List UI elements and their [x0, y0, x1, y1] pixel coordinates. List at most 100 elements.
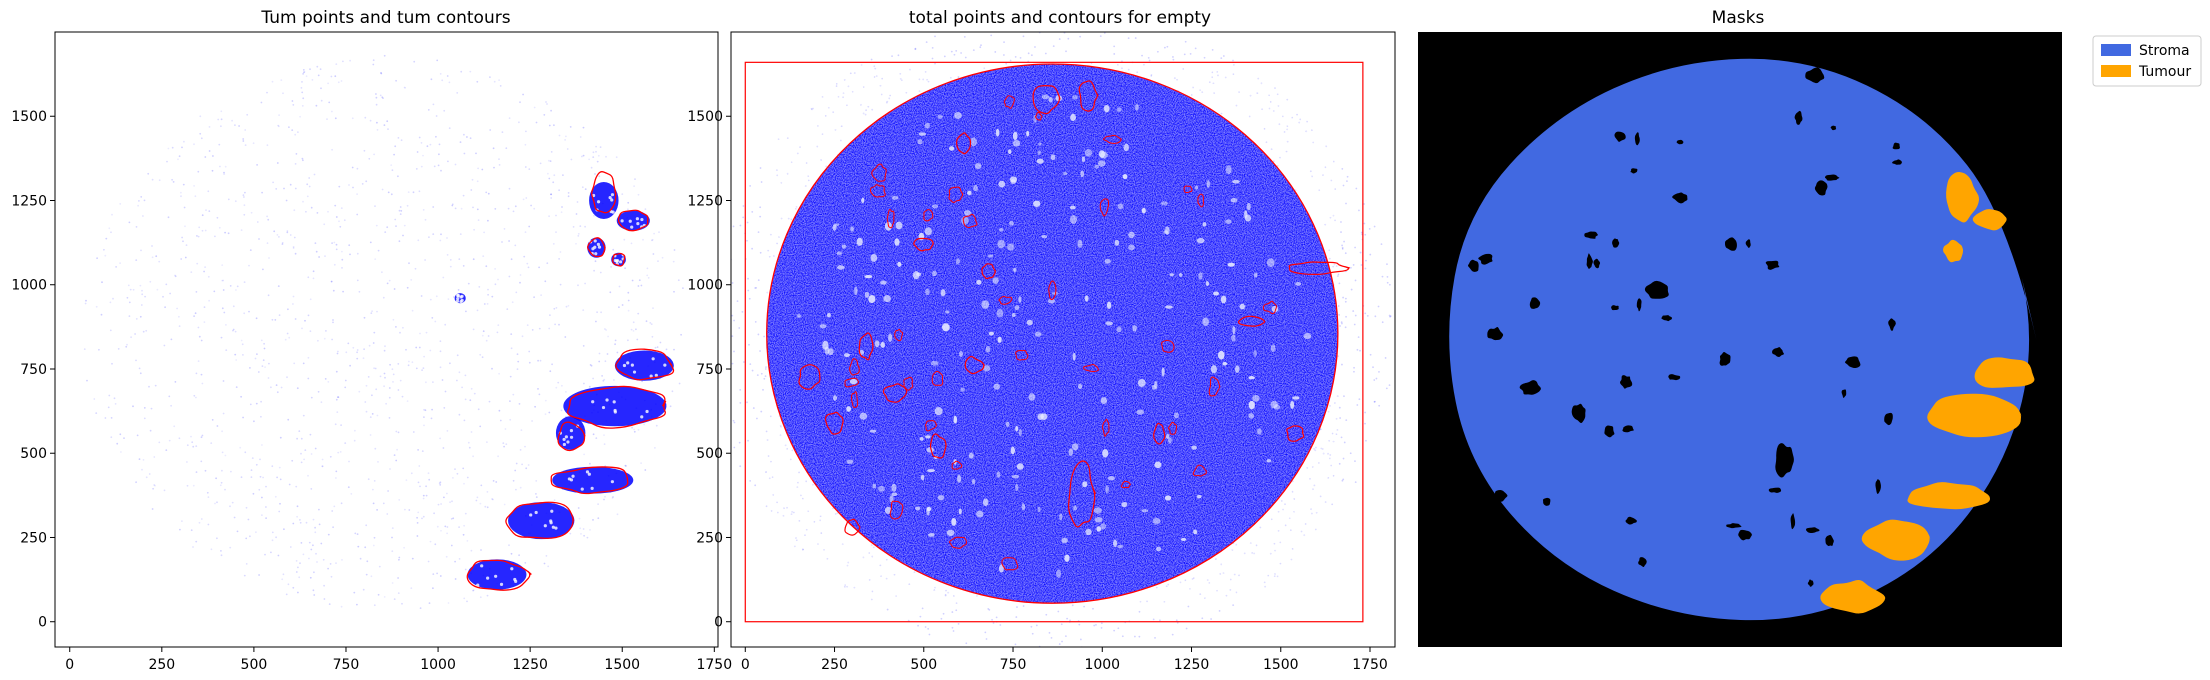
point: [821, 133, 824, 136]
point: [535, 121, 538, 124]
point: [459, 141, 462, 144]
point: [914, 47, 917, 50]
point: [1183, 53, 1186, 56]
point: [199, 115, 202, 118]
point-hole: [918, 232, 925, 241]
point: [555, 214, 557, 217]
point: [377, 593, 380, 596]
point-hole: [999, 227, 1004, 232]
point: [638, 279, 641, 282]
point: [247, 518, 250, 521]
point-texture: [766, 64, 1338, 604]
point-hole: [1128, 231, 1135, 239]
point: [265, 517, 267, 519]
contour: [1286, 425, 1305, 442]
point: [147, 172, 150, 175]
point: [776, 511, 779, 514]
point: [496, 331, 499, 334]
point: [994, 51, 997, 53]
point: [372, 502, 375, 505]
point: [862, 86, 865, 88]
point: [236, 285, 239, 288]
point: [347, 342, 350, 345]
point: [224, 454, 227, 457]
point: [827, 106, 830, 109]
point: [598, 175, 601, 178]
point: [1260, 82, 1263, 85]
point: [390, 193, 393, 196]
point: [310, 548, 313, 551]
contour: [1161, 339, 1175, 353]
point: [357, 545, 360, 548]
mask-hole: [1586, 253, 1594, 269]
point: [726, 327, 728, 329]
point: [528, 168, 531, 171]
point: [909, 68, 911, 71]
point-hole: [1151, 384, 1156, 390]
point: [257, 371, 260, 373]
point: [802, 497, 804, 500]
point: [429, 540, 432, 543]
point: [1268, 94, 1270, 97]
point: [264, 366, 266, 368]
point: [604, 328, 606, 330]
point: [1154, 637, 1156, 639]
point: [271, 531, 274, 534]
point-hole: [1202, 317, 1209, 327]
point: [454, 163, 457, 166]
point: [658, 231, 660, 234]
point: [206, 491, 209, 494]
point-hole: [1206, 180, 1211, 188]
point: [480, 549, 482, 551]
point: [317, 390, 320, 393]
point: [632, 321, 635, 324]
point: [1291, 548, 1294, 550]
point: [812, 107, 814, 110]
point: [365, 524, 368, 527]
contour: [1262, 300, 1278, 315]
point-hole: [888, 333, 893, 342]
point: [644, 208, 647, 211]
point-hole: [897, 261, 902, 267]
point: [113, 397, 116, 400]
point-gap: [494, 574, 498, 578]
point: [505, 443, 508, 446]
point-hole: [1266, 459, 1272, 463]
contour: [1168, 421, 1178, 435]
point: [873, 76, 876, 78]
point: [363, 316, 366, 319]
point: [315, 104, 318, 107]
point: [1310, 512, 1313, 515]
point: [875, 75, 878, 78]
point: [942, 612, 945, 615]
point: [221, 264, 224, 266]
point: [407, 191, 410, 194]
point: [1148, 59, 1151, 62]
point: [145, 476, 148, 479]
point: [104, 254, 107, 257]
point: [410, 279, 413, 281]
point: [380, 72, 383, 75]
point: [276, 476, 278, 479]
point: [1184, 579, 1187, 582]
panel-2-frame: [730, 31, 1396, 648]
point: [174, 381, 177, 383]
point: [363, 149, 366, 152]
point: [412, 191, 415, 194]
point: [652, 253, 655, 255]
point-hole: [1257, 428, 1262, 435]
point-hole: [1222, 361, 1228, 366]
point: [295, 560, 298, 562]
point: [377, 461, 379, 463]
point: [759, 251, 762, 254]
contour: [981, 263, 997, 280]
point: [356, 603, 358, 606]
point: [284, 338, 287, 341]
point-hole: [946, 529, 955, 537]
point-hole: [1210, 365, 1218, 374]
point: [1117, 627, 1120, 630]
point-hole: [1008, 149, 1012, 155]
point: [810, 107, 813, 110]
point: [548, 124, 551, 127]
